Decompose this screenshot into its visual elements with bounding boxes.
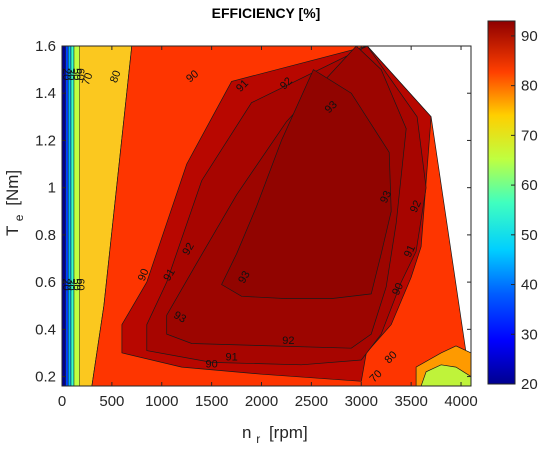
contour-region-70-7 — [420, 364, 471, 386]
contour-regions — [62, 46, 471, 386]
colorbar-ticks: 20 30 40 50 60 70 80 90 — [511, 28, 538, 393]
contour-label-23: 92 — [282, 335, 294, 347]
x-axis-label-main: n — [242, 423, 251, 442]
colorbar — [487, 20, 516, 385]
y-tick-label-1.4: 1.4 — [35, 85, 56, 102]
contour-label-20: 92 — [408, 198, 424, 214]
y-tick-label-1.6: 1.6 — [35, 38, 56, 55]
y-axis-ticks: 0.2 0.4 0.6 0.8 1 1.2 1.4 1.6 — [35, 38, 471, 386]
contour-label-13: 60 — [74, 278, 86, 290]
band-30 — [65, 46, 69, 386]
contour-label-3: 60 — [74, 68, 86, 80]
contour-label-5: 80 — [108, 69, 123, 85]
y-tick-label-0.6: 0.6 — [35, 274, 56, 291]
x-axis-label-sub: r — [256, 432, 260, 446]
x-tick-label-3500: 3500 — [394, 393, 427, 410]
colorbar-tick-label-40: 40 — [521, 277, 538, 294]
contour-label-0: 20 — [60, 68, 72, 80]
colorbar-tick-label-30: 30 — [521, 326, 538, 343]
x-axis-label: n r [rpm] — [242, 423, 308, 447]
colorbar-tick-label-20: 20 — [521, 376, 538, 393]
y-axis-label-sub: e — [12, 214, 26, 221]
contour-label-19: 93 — [378, 189, 394, 205]
x-tick-label-500: 500 — [99, 393, 124, 410]
y-axis-label-main: T — [3, 226, 22, 236]
contour-label-14: 90 — [136, 267, 152, 283]
band-50 — [70, 46, 75, 386]
contour-label-12: 50 — [70, 278, 82, 290]
x-tick-label-1000: 1000 — [145, 393, 178, 410]
y-axis-label-unit: [Nm] — [3, 170, 22, 206]
y-tick-label-1: 1 — [48, 180, 56, 197]
x-tick-label-1500: 1500 — [195, 393, 228, 410]
colorbar-tick-label-50: 50 — [521, 227, 538, 244]
band-20 — [62, 46, 66, 386]
y-tick-label-0.4: 0.4 — [35, 321, 56, 338]
y-tick-label-1.2: 1.2 — [35, 132, 56, 149]
x-axis-ticks: 0 500 1000 1500 2000 2500 3000 3500 4000 — [58, 46, 478, 410]
contour-label-17: 93 — [236, 269, 253, 286]
x-tick-label-0: 0 — [58, 393, 66, 410]
contour-label-25: 90 — [205, 359, 217, 371]
y-tick-label-0.2: 0.2 — [35, 369, 56, 386]
contour-label-2: 50 — [70, 68, 82, 80]
contour-label-21: 91 — [402, 243, 418, 259]
chart-title: EFFICIENCY [%] — [212, 5, 321, 21]
band-40 — [67, 46, 72, 386]
contour-region-93-5 — [221, 69, 392, 299]
x-tick-label-3000: 3000 — [345, 393, 378, 410]
contour-label-16: 92 — [180, 241, 197, 258]
colorbar-tick-label-60: 60 — [521, 177, 538, 194]
contour-label-11: 30 — [65, 278, 77, 290]
contour-label-18: 93 — [171, 309, 188, 326]
contour-label-10: 20 — [60, 278, 72, 290]
x-axis-label-unit: [rpm] — [269, 423, 308, 442]
x-tick-label-2500: 2500 — [295, 393, 328, 410]
colorbar-tick-label-70: 70 — [521, 127, 538, 144]
contour-label-22: 90 — [390, 281, 406, 297]
plot-frame — [61, 45, 472, 387]
colorbar-tick-label-80: 80 — [521, 78, 538, 95]
y-axis-label: T e [Nm] — [3, 170, 27, 236]
contour-label-1: 30 — [65, 68, 77, 80]
contour-label-4: 70 — [80, 71, 95, 87]
y-tick-label-0.8: 0.8 — [35, 227, 56, 244]
x-tick-label-4000: 4000 — [444, 393, 477, 410]
contour-label-15: 91 — [161, 267, 178, 284]
x-tick-label-2000: 2000 — [245, 393, 278, 410]
low-speed-bands — [62, 46, 80, 386]
band-60 — [73, 46, 80, 386]
contour-label-24: 91 — [225, 352, 237, 364]
colorbar-tick-label-90: 90 — [521, 28, 538, 45]
